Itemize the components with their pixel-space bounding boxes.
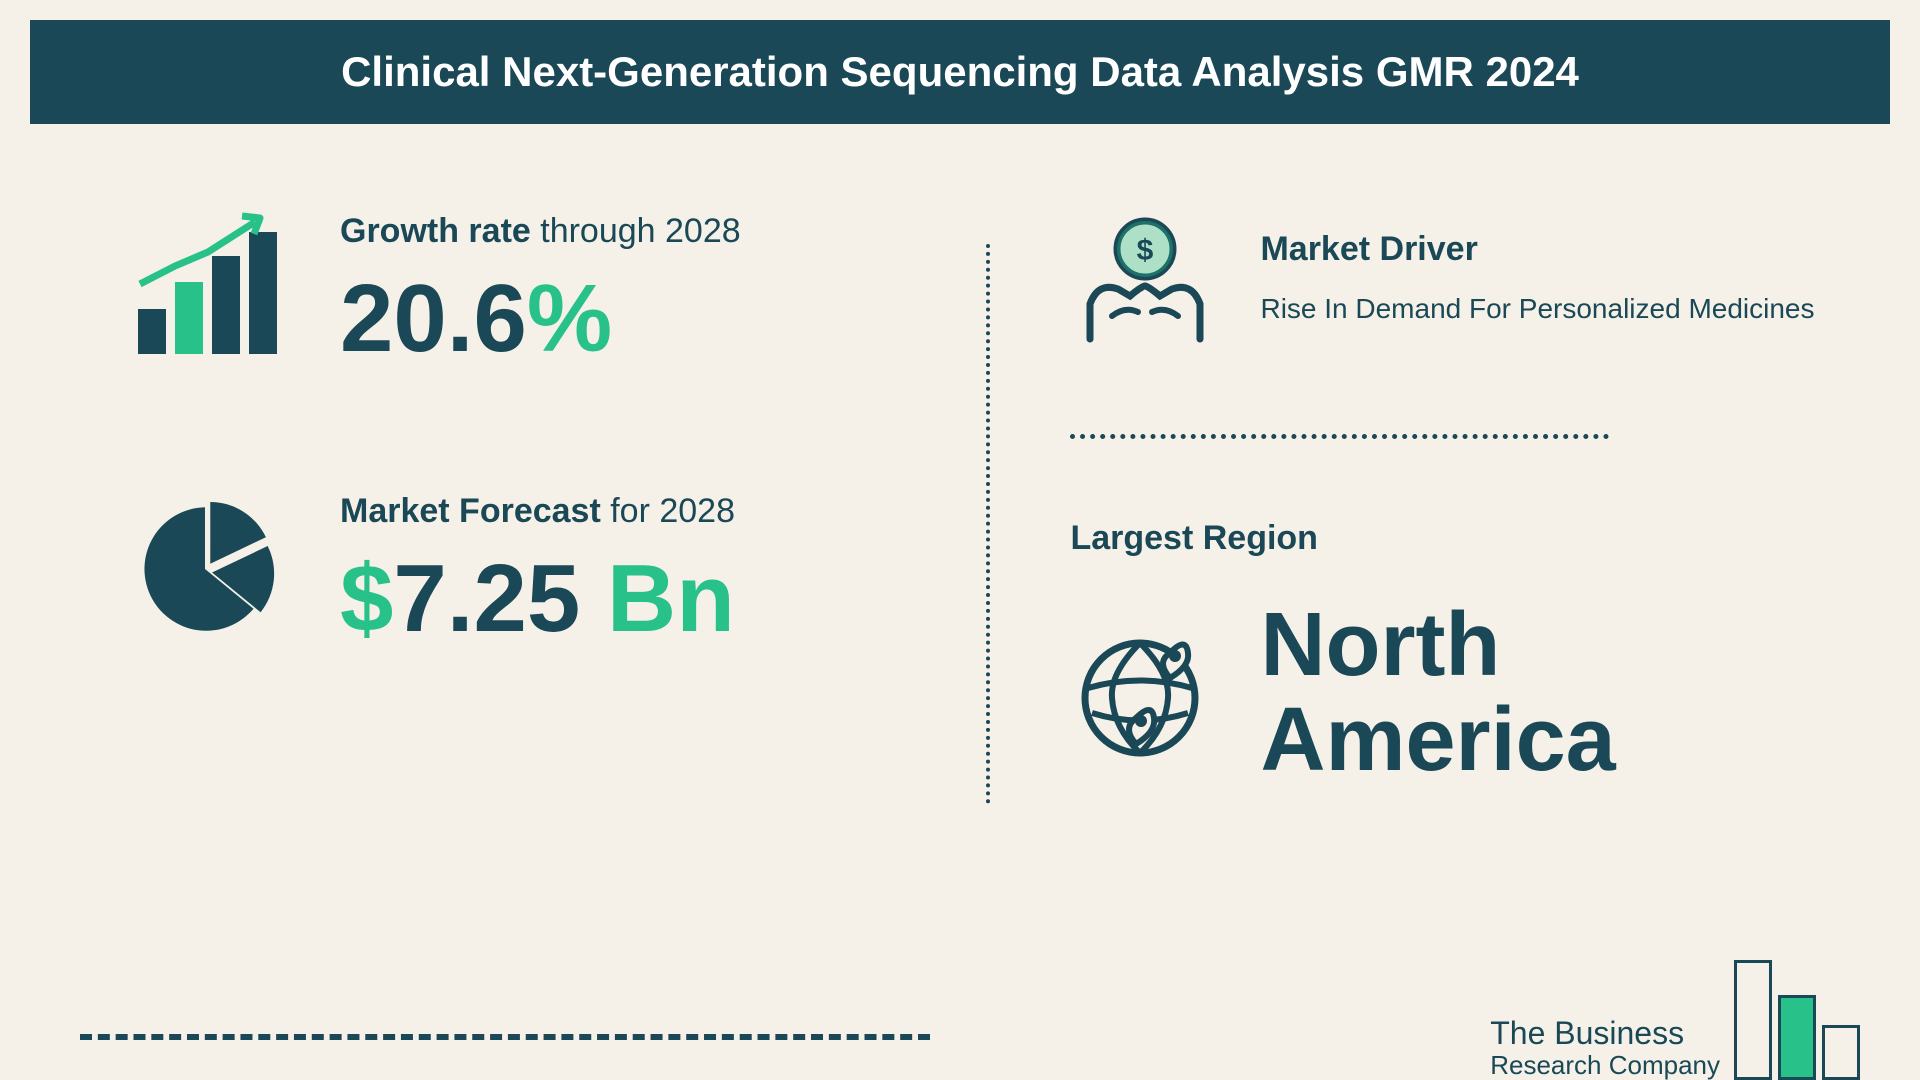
left-column: Growth rate through 2028 20.6% Market Fo…: [120, 204, 966, 804]
driver-title: Market Driver: [1260, 230, 1814, 269]
vertical-divider: [986, 244, 990, 804]
growth-metric: Growth rate through 2028 20.6%: [120, 204, 966, 374]
growth-label: Growth rate through 2028: [340, 212, 966, 251]
company-logo: The Business Research Company: [1490, 960, 1860, 1080]
svg-text:$: $: [1137, 234, 1154, 267]
logo-text: The Business Research Company: [1490, 1016, 1720, 1080]
forecast-value-suffix: Bn: [580, 545, 735, 652]
page-title: Clinical Next-Generation Sequencing Data…: [341, 48, 1579, 95]
forecast-value-prefix: $: [340, 545, 393, 652]
largest-region: Largest Region No: [1070, 519, 1840, 787]
driver-desc: Rise In Demand For Personalized Medicine…: [1260, 289, 1814, 328]
growth-label-rest: through 2028: [531, 212, 741, 250]
forecast-label: Market Forecast for 2028: [340, 492, 966, 531]
title-bar: Clinical Next-Generation Sequencing Data…: [30, 20, 1890, 124]
logo-line2: Research Company: [1490, 1051, 1720, 1080]
forecast-label-rest: for 2028: [601, 492, 735, 530]
globe-pins-icon: [1070, 618, 1220, 768]
driver-text: Market Driver Rise In Demand For Persona…: [1260, 230, 1814, 328]
region-value-text: North America: [1260, 595, 1615, 790]
content-area: Growth rate through 2028 20.6% Market Fo…: [0, 124, 1920, 844]
growth-value: 20.6%: [340, 271, 966, 367]
region-title: Largest Region: [1070, 519, 1840, 558]
logo-bars-icon: [1734, 960, 1860, 1080]
hands-coin-icon: $: [1070, 204, 1220, 354]
growth-text: Growth rate through 2028 20.6%: [340, 212, 966, 367]
growth-label-bold: Growth rate: [340, 212, 531, 250]
growth-value-main: 20.6: [340, 265, 527, 372]
forecast-metric: Market Forecast for 2028 $7.25 Bn: [120, 484, 966, 654]
bottom-dashed-line: [80, 1034, 930, 1040]
growth-chart-icon: [120, 204, 290, 374]
forecast-text: Market Forecast for 2028 $7.25 Bn: [340, 492, 966, 647]
market-driver: $ Market Driver Rise In Demand For Perso…: [1070, 204, 1840, 354]
right-column: $ Market Driver Rise In Demand For Perso…: [1010, 204, 1840, 804]
forecast-label-bold: Market Forecast: [340, 492, 601, 530]
forecast-value: $7.25 Bn: [340, 551, 966, 647]
growth-value-suffix: %: [527, 265, 612, 372]
region-value: North America: [1260, 598, 1615, 787]
pie-chart-icon: [120, 484, 290, 654]
logo-line1: The Business: [1490, 1016, 1720, 1051]
horizontal-dotted-divider: [1070, 434, 1609, 439]
forecast-value-main: 7.25: [393, 545, 580, 652]
